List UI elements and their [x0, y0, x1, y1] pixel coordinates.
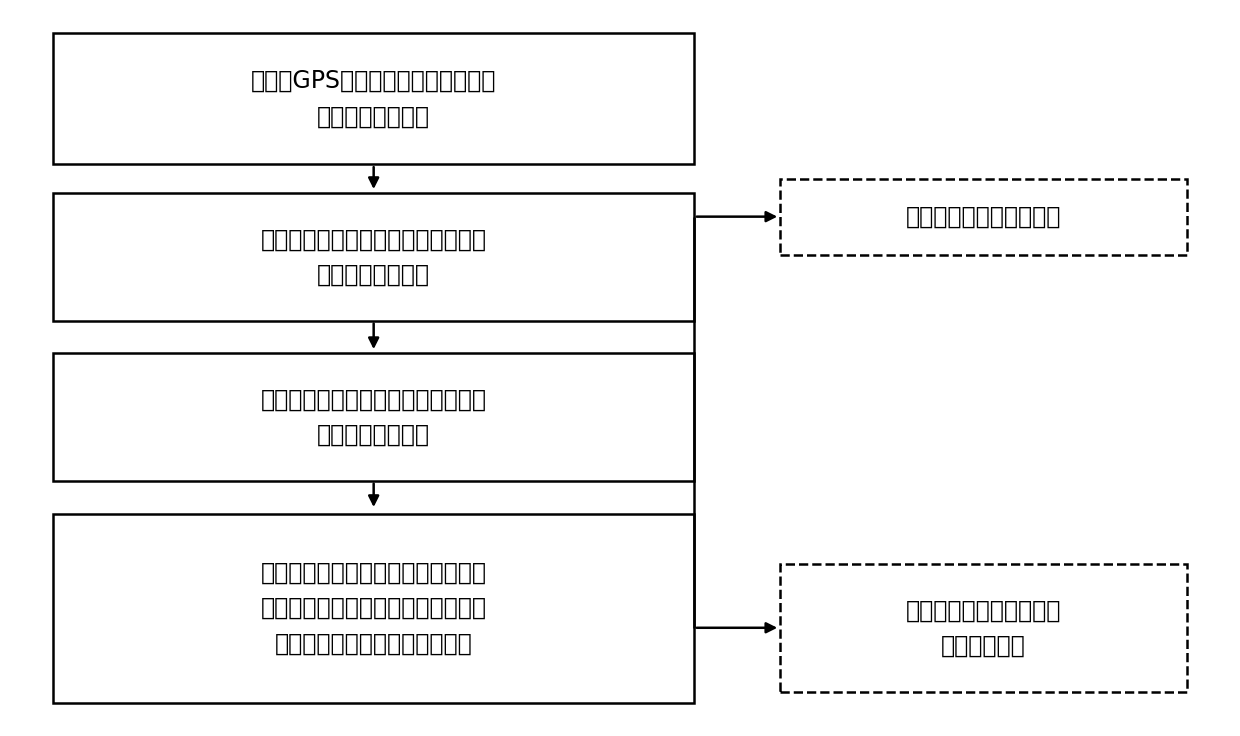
Bar [53, 353, 694, 481]
Bar [53, 514, 694, 703]
Text: 采用小波分析方法对改正后的坐标序
列进行分解和重构: 采用小波分析方法对改正后的坐标序 列进行分解和重构 [260, 387, 486, 447]
Bar [780, 565, 1187, 692]
Text: 对原始GPS观测值进行单日解解算，
原始位置时间序列: 对原始GPS观测值进行单日解解算， 原始位置时间序列 [250, 69, 496, 129]
Bar [53, 194, 694, 321]
Text: 坐标序列数据预处理（去均值、粗差
剔除、阶跃改正）: 坐标序列数据预处理（去均值、粗差 剔除、阶跃改正） [260, 227, 486, 287]
Bar [780, 179, 1187, 255]
Text: 确定子序列周期信号的振
幅、噪声特性: 确定子序列周期信号的振 幅、噪声特性 [905, 598, 1061, 658]
Text: 确定子序列主频率、周期: 确定子序列主频率、周期 [905, 205, 1061, 229]
Bar [53, 33, 694, 164]
Text: 采用小波分析方法对改正后的坐标序
列进行分解和重构，获得分解后的坐
标序列分量（新的若干子序列）: 采用小波分析方法对改正后的坐标序 列进行分解和重构，获得分解后的坐 标序列分量（… [260, 561, 486, 656]
